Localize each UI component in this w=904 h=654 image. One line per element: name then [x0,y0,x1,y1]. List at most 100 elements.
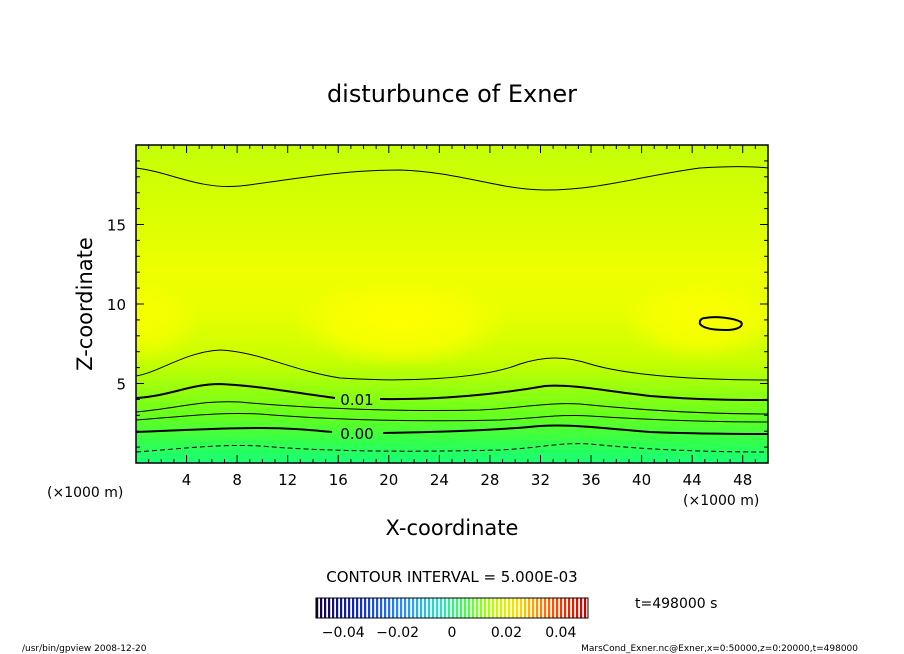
chart-title: disturbunce of Exner [327,80,577,108]
x-tick-label: 40 [632,471,651,489]
colorbar-stripe [488,598,491,618]
x-axis-label: X-coordinate [386,516,519,540]
x-tick-label: 36 [581,471,600,489]
colorbar-stripe [564,598,567,618]
colorbar-stripe [416,598,419,618]
x-tick-label: 4 [182,471,192,489]
colorbar-stripe [352,598,355,618]
colorbar-stripe [584,598,587,618]
colorbar-tick-label: 0.04 [545,625,576,641]
contour-line-001 [136,382,768,401]
axis-ticks [136,145,768,463]
y-tick-label: 15 [107,217,126,235]
colorbar [316,598,587,618]
colorbar-stripe [356,598,359,618]
max-region-left [136,282,200,362]
colorbar-stripe [532,598,535,618]
colorbar-stripe [504,598,507,618]
colorbar-stripe [476,598,479,618]
colorbar-stripe [536,598,539,618]
colorbar-stripe [496,598,499,618]
x-tick-label: 20 [379,471,398,489]
colorbar-stripe [556,598,559,618]
colorbar-stripe [372,598,375,618]
colorbar-stripe [456,598,459,618]
colorbar-tick-label: −0.02 [376,625,419,641]
colorbar-stripe [524,598,527,618]
colorbar-stripe [400,598,403,618]
colorbar-stripe [520,598,523,618]
colorbar-stripe [460,598,463,618]
x-unit-right: (×1000 m) [683,493,759,509]
footer-left: /usr/bin/gpview 2008-12-20 [22,644,147,654]
y-tick-label: 10 [107,296,126,314]
colorbar-stripe [344,598,347,618]
max-region-center [290,276,510,368]
colorbar-stripe [492,598,495,618]
colorbar-stripe [332,598,335,618]
contour-loop-right [698,316,743,332]
x-tick-label: 48 [733,471,752,489]
colorbar-stripe [568,598,571,618]
colorbar-stripe [552,598,555,618]
colorbar-stripe [436,598,439,618]
x-tick-label: 28 [480,471,499,489]
x-tick-labels: 4 8 12 16 20 24 28 32 36 40 44 48 [182,471,752,489]
colorbar-stripe [500,598,503,618]
colorbar-stripe [448,598,451,618]
colorbar-stripe [380,598,383,618]
max-region-right [620,278,768,362]
colorbar-stripe [388,598,391,618]
x-tick-label: 16 [329,471,348,489]
colorbar-stripe [544,598,547,618]
colorbar-stripe [452,598,455,618]
colorbar-stripe [440,598,443,618]
colorbar-stripe [444,598,447,618]
colorbar-tick-label: −0.04 [322,625,365,641]
colorbar-frame [315,597,589,619]
colorbar-stripe [480,598,483,618]
colorbar-tick-label: 0.02 [491,625,522,641]
colorbar-stripe [512,598,515,618]
y-tick-label: 5 [116,376,126,394]
contour-line-0075 [136,401,768,415]
colorbar-stripe [572,598,575,618]
contour-line-mid [136,349,768,381]
colorbar-stripe [348,598,351,618]
contour-line-top [136,166,768,191]
colorbar-stripe [368,598,371,618]
colorbar-stripe [408,598,411,618]
colorbar-stripe [404,598,407,618]
colorbar-stripe [392,598,395,618]
colorbar-stripe [336,598,339,618]
x-tick-label: 32 [531,471,550,489]
y-tick-labels: 5 10 15 [107,217,126,394]
colorbar-stripe [548,598,551,618]
colorbar-stripe [320,598,323,618]
x-tick-label: 12 [278,471,297,489]
colorbar-stripe [376,598,379,618]
colorbar-stripe [412,598,415,618]
colorbar-stripe [424,598,427,618]
colorbar-tick-labels: −0.04 −0.02 0 0.02 0.04 [322,625,577,641]
colorbar-stripe [364,598,367,618]
x-unit-left: (×1000 m) [47,485,123,501]
colorbar-stripe [516,598,519,618]
y-axis-label: Z-coordinate [73,237,97,371]
colorbar-tick-label: 0 [448,625,457,641]
colorbar-stripe [580,598,583,618]
colorbar-stripe [508,598,511,618]
colorbar-stripe [384,598,387,618]
colorbar-stripe [340,598,343,618]
colorbar-stripe [428,598,431,618]
plot-area [136,145,768,463]
time-label: t=498000 s [635,596,717,612]
contour-line-000 [136,424,768,435]
colorbar-stripe [484,598,487,618]
colorbar-stripe [528,598,531,618]
contour-line-0005 [136,412,768,423]
colorbar-stripe [560,598,563,618]
footer-right: MarsCond_Exner.nc@Exner,x=0:50000,z=0:20… [581,644,858,654]
x-tick-label: 44 [683,471,702,489]
